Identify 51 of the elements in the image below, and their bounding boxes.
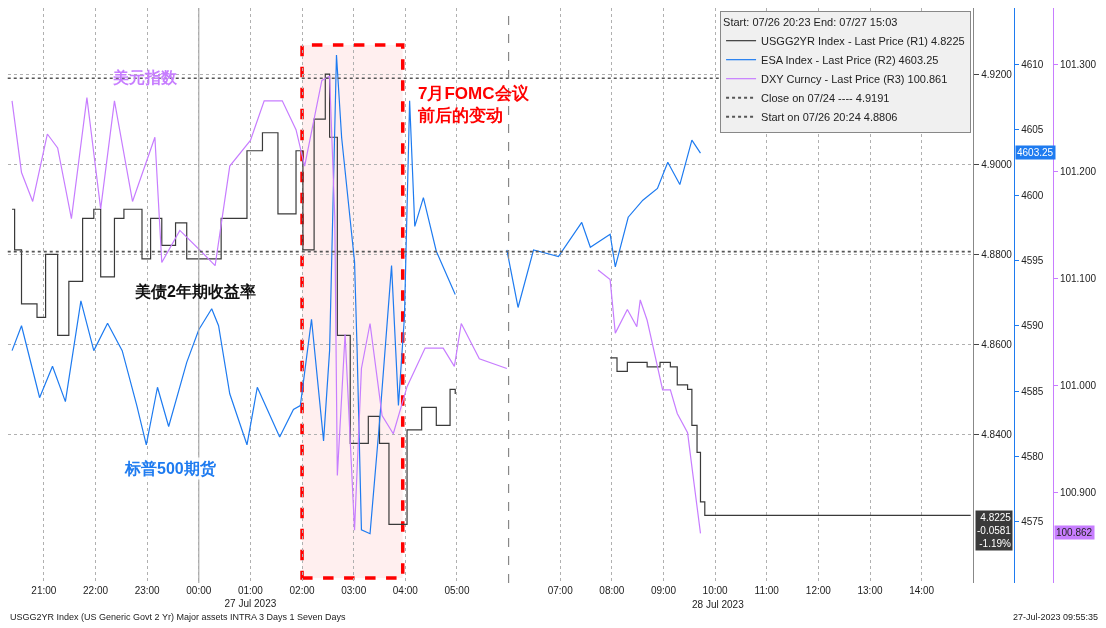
x-tick-label: 00:00 — [186, 585, 212, 596]
y-tick-label: 4.8800 — [981, 248, 1013, 260]
y2-tick-label: 4580 — [1021, 451, 1044, 463]
legend-title: Start: 07/26 20:23 End: 07/27 15:03 — [723, 16, 898, 29]
x-tick-label: 04:00 — [392, 585, 419, 596]
legend-label: DXY Curncy - Last Price (R3) 100.861 — [761, 72, 948, 85]
x-tick-label: 22:00 — [83, 585, 109, 596]
x-tick-label: 21:00 — [31, 585, 57, 596]
x-tick-label: 10:00 — [702, 585, 729, 596]
x-tick-label: 09:00 — [650, 585, 677, 596]
annotation: 美债2年期收益率 — [134, 282, 256, 300]
x-tick-label: 02:00 — [289, 585, 315, 596]
legend-label: ESA Index - Last Price (R2) 4603.25 — [761, 53, 939, 66]
y2-tick-label: 4595 — [1021, 254, 1044, 266]
y2-tick-label: 4600 — [1021, 189, 1044, 201]
y3-tick-label: 101.300 — [1059, 58, 1097, 70]
y2-tick-label: 4585 — [1021, 385, 1044, 397]
y2-tick-label: 4605 — [1021, 124, 1044, 136]
y-tick-label: 4.9200 — [981, 68, 1013, 80]
annotation: 标普500期货 — [124, 459, 217, 478]
y2-tick-label: 4610 — [1021, 58, 1044, 70]
y2-tick-label: 4590 — [1021, 320, 1044, 332]
annotation: 美元指数 — [112, 68, 178, 86]
text: USGG2YR Index (US Generic Govt 2 Yr) Major assets INTRA 3 Days 1 Seven Days — [10, 612, 346, 622]
x-tick-label: 14:00 — [909, 585, 935, 596]
text: 4603.25 — [1017, 147, 1054, 158]
x-tick-label: 23:00 — [134, 585, 161, 596]
x-tick-label: 05:00 — [444, 585, 470, 596]
y-tick-label: 4.8600 — [981, 338, 1013, 350]
y-tick-label: 4.8400 — [981, 428, 1013, 440]
x-tick-label: 08:00 — [599, 585, 625, 596]
x-tick-label: 01:00 27 Jul 2023 — [224, 585, 277, 609]
legend-label: Start on 07/26 20:24 4.8806 — [761, 110, 898, 123]
x-tick-label: 03:00 — [341, 585, 367, 596]
y3-tick-label: 101.100 — [1059, 273, 1097, 285]
y3-tick-label: 100.900 — [1059, 487, 1097, 499]
y3-tick-label: 101.200 — [1059, 165, 1097, 177]
legend-label: Close on 07/24 ---- 4.9191 — [761, 91, 890, 104]
x-tick-label: 11:00 — [754, 585, 780, 596]
y-tick-label: 4.9000 — [981, 158, 1013, 170]
band-label: 7月FOMC会议前后的变动 — [417, 84, 530, 126]
text: 28 Jul 2023 — [692, 599, 745, 610]
x-tick-label: 07:00 — [547, 585, 574, 596]
legend-label: USGG2YR Index - Last Price (R1) 4.8225 — [761, 34, 965, 47]
x-tick-label: 12:00 — [805, 585, 832, 596]
x-tick-label: 13:00 — [857, 585, 883, 596]
y2-tick-label: 4575 — [1021, 516, 1044, 528]
y3-tick-label: 101.000 — [1059, 380, 1097, 392]
text: 100.862 — [1056, 527, 1093, 538]
text: 27-Jul-2023 09:55:35 — [1013, 612, 1099, 622]
text: 4.8225 -0.0581 -1.19% — [977, 512, 1012, 549]
